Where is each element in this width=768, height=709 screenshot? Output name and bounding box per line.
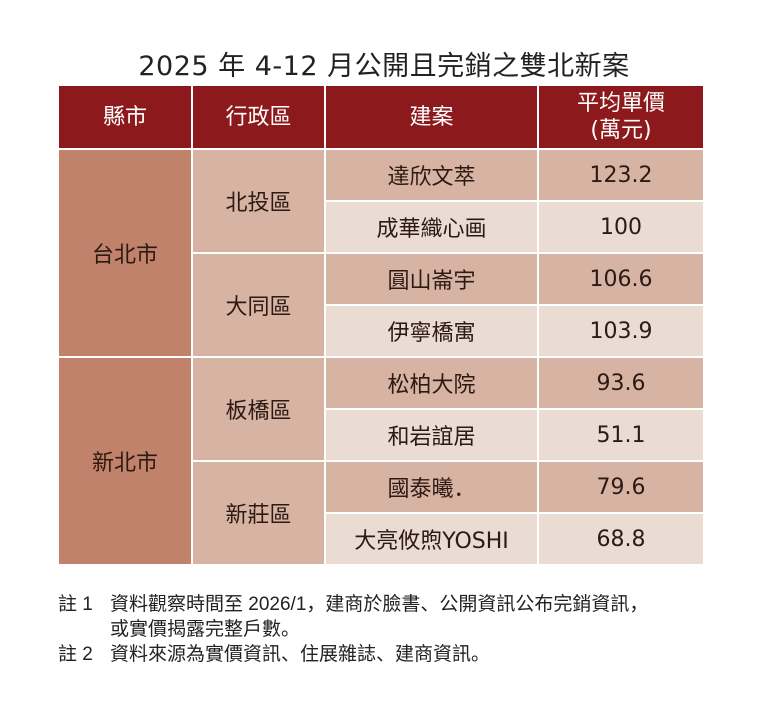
- price-cell: 93.6: [537, 356, 705, 410]
- project-cell: 國泰曦．: [324, 460, 539, 514]
- price-cell: 100: [537, 200, 705, 254]
- footnote-text: 或實價揭露完整戶數。: [110, 619, 301, 640]
- footnote-1: 註 1 資料觀察時間至 2026/1，建商於臉書、公開資訊公布完銷資訊， 或實價…: [58, 592, 648, 642]
- city-cell: 台北市: [57, 148, 193, 358]
- price-cell: 103.9: [537, 304, 705, 358]
- price-cell: 79.6: [537, 460, 705, 514]
- header-avg-price: 平均單價 (萬元): [537, 84, 705, 150]
- project-cell: 伊寧橋寓: [324, 304, 539, 358]
- project-cell: 成華織心画: [324, 200, 539, 254]
- project-cell: 和岩誼居: [324, 408, 539, 462]
- new-projects-table: 縣市 行政區 建案 平均單價 (萬元) 台北市 北投區 達欣文萃 123.2 成…: [57, 84, 705, 566]
- city-cell: 新北市: [57, 356, 193, 566]
- footnote-text: 資料觀察時間至 2026/1，建商於臉書、公開資訊公布完銷資訊，: [110, 594, 649, 615]
- footnote-2: 註 2 資料來源為實價資訊、住展雜誌、建商資訊。: [58, 642, 648, 667]
- footnote-text: 資料來源為實價資訊、住展雜誌、建商資訊。: [110, 644, 491, 665]
- footnotes: 註 1 資料觀察時間至 2026/1，建商於臉書、公開資訊公布完銷資訊， 或實價…: [58, 592, 648, 667]
- table-row: 台北市 北投區 達欣文萃 123.2: [57, 148, 705, 358]
- header-row: 縣市 行政區 建案 平均單價 (萬元): [57, 84, 705, 150]
- price-cell: 123.2: [537, 148, 705, 202]
- price-cell: 68.8: [537, 512, 705, 566]
- table-row: 新北市 板橋區 松柏大院 93.6: [57, 356, 705, 566]
- district-cell: 新莊區: [191, 460, 326, 566]
- footnote-label: 註 2: [58, 644, 93, 665]
- price-cell: 106.6: [537, 252, 705, 306]
- header-city: 縣市: [57, 84, 193, 150]
- table-row: 成華織心画 100: [58, 200, 705, 254]
- project-cell: 圓山崙宇: [324, 252, 539, 306]
- table-title: 2025 年 4-12 月公開且完銷之雙北新案: [138, 51, 630, 82]
- header-project: 建案: [324, 84, 539, 150]
- price-cell: 51.1: [537, 408, 705, 462]
- project-cell: 松柏大院: [324, 356, 539, 410]
- header-district: 行政區: [191, 84, 326, 150]
- district-cell: 板橋區: [191, 356, 326, 462]
- project-cell: 大亮攸煦YOSHI: [324, 512, 539, 566]
- project-cell: 達欣文萃: [324, 148, 539, 202]
- district-cell: 北投區: [191, 148, 326, 254]
- header-avg-price-line2: (萬元): [590, 118, 652, 143]
- district-cell: 大同區: [191, 252, 326, 358]
- header-avg-price-line1: 平均單價: [576, 91, 665, 116]
- footnote-label: 註 1: [58, 594, 93, 615]
